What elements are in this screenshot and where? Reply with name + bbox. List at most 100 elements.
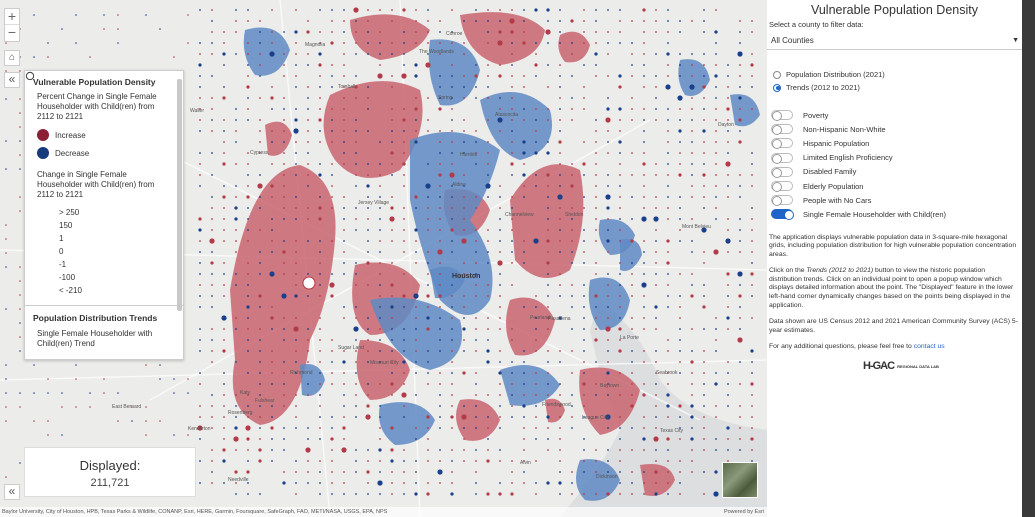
increase-point[interactable] — [619, 130, 621, 132]
increase-point[interactable] — [451, 471, 453, 473]
increase-point[interactable] — [679, 163, 681, 165]
decrease-point[interactable] — [439, 394, 441, 396]
increase-point[interactable] — [655, 251, 657, 253]
increase-point[interactable] — [211, 427, 213, 429]
increase-point[interactable] — [403, 207, 405, 209]
decrease-point[interactable] — [727, 185, 729, 187]
increase-point[interactable] — [271, 372, 273, 374]
increase-point[interactable] — [199, 108, 201, 110]
decrease-point[interactable] — [294, 294, 298, 298]
increase-point[interactable] — [655, 9, 657, 11]
decrease-cluster[interactable] — [370, 297, 462, 371]
decrease-point[interactable] — [331, 273, 333, 275]
decrease-point[interactable] — [739, 328, 741, 330]
increase-point[interactable] — [451, 207, 453, 209]
decrease-point[interactable] — [223, 64, 225, 66]
decrease-point[interactable] — [607, 174, 609, 176]
decrease-point[interactable] — [222, 52, 226, 56]
increase-point[interactable] — [631, 295, 633, 297]
decrease-point[interactable] — [715, 350, 717, 352]
decrease-point[interactable] — [703, 471, 705, 473]
decrease-point[interactable] — [595, 20, 597, 22]
increase-point[interactable] — [582, 162, 586, 166]
decrease-point[interactable] — [499, 284, 501, 286]
increase-point[interactable] — [559, 427, 561, 429]
increase-point[interactable] — [211, 284, 213, 286]
increase-point[interactable] — [89, 406, 91, 408]
decrease-point[interactable] — [211, 251, 213, 253]
increase-point[interactable] — [511, 405, 513, 407]
increase-point[interactable] — [247, 20, 249, 22]
decrease-point[interactable] — [234, 426, 238, 430]
increase-point[interactable] — [19, 70, 21, 72]
increase-point[interactable] — [619, 240, 621, 242]
decrease-point[interactable] — [546, 151, 550, 155]
increase-point[interactable] — [379, 438, 381, 440]
decrease-point[interactable] — [281, 293, 287, 299]
decrease-point[interactable] — [715, 438, 717, 440]
increase-point[interactable] — [367, 350, 369, 352]
decrease-point[interactable] — [703, 328, 705, 330]
increase-point[interactable] — [643, 317, 645, 319]
decrease-point[interactable] — [331, 86, 333, 88]
decrease-point[interactable] — [619, 427, 621, 429]
increase-point[interactable] — [655, 174, 657, 176]
decrease-point[interactable] — [331, 174, 333, 176]
increase-point[interactable] — [498, 492, 502, 496]
decrease-point[interactable] — [739, 86, 741, 88]
increase-point[interactable] — [643, 427, 645, 429]
increase-point[interactable] — [235, 229, 237, 231]
increase-point[interactable] — [426, 327, 430, 331]
decrease-point[interactable] — [606, 371, 610, 375]
increase-point[interactable] — [451, 449, 453, 451]
increase-point[interactable] — [379, 64, 381, 66]
decrease-point[interactable] — [751, 262, 753, 264]
increase-point[interactable] — [619, 262, 621, 264]
increase-point[interactable] — [451, 405, 453, 407]
decrease-cluster[interactable] — [379, 402, 435, 445]
decrease-point[interactable] — [486, 349, 490, 353]
increase-point[interactable] — [751, 31, 753, 33]
increase-point[interactable] — [523, 31, 525, 33]
increase-point[interactable] — [559, 119, 561, 121]
increase-point[interactable] — [511, 119, 513, 121]
decrease-point[interactable] — [607, 394, 609, 396]
increase-point[interactable] — [642, 393, 646, 397]
decrease-point[interactable] — [247, 482, 249, 484]
decrease-point[interactable] — [235, 493, 237, 495]
decrease-point[interactable] — [737, 51, 743, 57]
decrease-point[interactable] — [390, 305, 394, 309]
decrease-point[interactable] — [319, 86, 321, 88]
increase-point[interactable] — [390, 283, 394, 287]
increase-point[interactable] — [257, 183, 263, 189]
increase-point[interactable] — [619, 306, 621, 308]
increase-point[interactable] — [571, 53, 573, 55]
increase-point[interactable] — [715, 174, 717, 176]
increase-point[interactable] — [295, 273, 297, 275]
increase-point[interactable] — [583, 97, 585, 99]
increase-point[interactable] — [523, 482, 525, 484]
increase-point[interactable] — [403, 405, 405, 407]
increase-point[interactable] — [259, 53, 261, 55]
increase-point[interactable] — [247, 449, 249, 451]
increase-point[interactable] — [667, 416, 669, 418]
increase-point[interactable] — [475, 207, 477, 209]
increase-point[interactable] — [631, 493, 633, 495]
decrease-point[interactable] — [667, 119, 669, 121]
decrease-point[interactable] — [487, 339, 489, 341]
increase-point[interactable] — [679, 471, 681, 473]
decrease-point[interactable] — [475, 9, 477, 11]
decrease-point[interactable] — [655, 97, 657, 99]
increase-point[interactable] — [367, 97, 369, 99]
increase-point[interactable] — [679, 317, 681, 319]
increase-point[interactable] — [666, 437, 670, 441]
decrease-point[interactable] — [173, 392, 175, 394]
decrease-point[interactable] — [403, 339, 405, 341]
increase-point[interactable] — [343, 482, 345, 484]
decrease-point[interactable] — [606, 206, 610, 210]
increase-point[interactable] — [295, 240, 297, 242]
increase-point[interactable] — [739, 427, 741, 429]
increase-point[interactable] — [343, 130, 345, 132]
radio-button-checked[interactable] — [773, 83, 781, 92]
decrease-point[interactable] — [295, 86, 297, 88]
